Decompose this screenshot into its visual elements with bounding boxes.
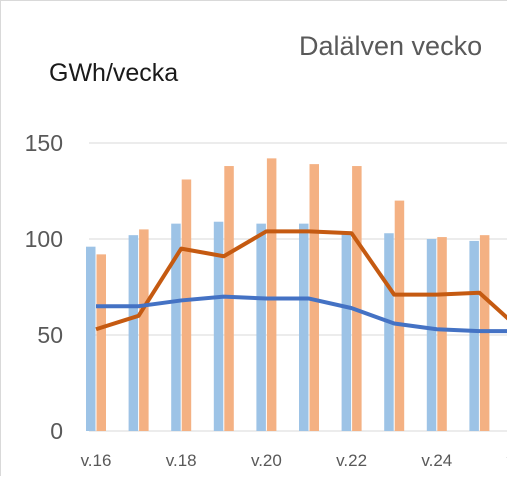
y-tick-label: 100 <box>25 226 63 252</box>
x-tick-label: v.18 <box>166 451 197 470</box>
bar-blue <box>299 224 309 431</box>
bar-blue <box>129 235 139 431</box>
x-tick-label: v.24 <box>421 451 452 470</box>
bar-blue <box>427 239 437 431</box>
bar-orange <box>437 237 447 431</box>
bar-orange <box>352 166 362 431</box>
bar-blue <box>342 231 352 431</box>
bar-blue <box>86 247 96 431</box>
y-tick-label: 150 <box>25 130 63 156</box>
x-tick-label: v.20 <box>251 451 282 470</box>
x-tick-label: v.16 <box>81 451 112 470</box>
bar-orange <box>139 229 149 431</box>
bar-orange <box>182 179 192 431</box>
y-tick-label: 50 <box>37 322 63 348</box>
bar-blue <box>256 224 266 431</box>
bar-orange <box>97 254 107 431</box>
bar-orange <box>395 201 405 431</box>
bar-orange <box>267 158 277 431</box>
bar-blue <box>469 241 479 431</box>
bar-blue <box>384 233 394 431</box>
y-tick-label: 0 <box>50 418 63 444</box>
x-tick-label: v.22 <box>336 451 367 470</box>
